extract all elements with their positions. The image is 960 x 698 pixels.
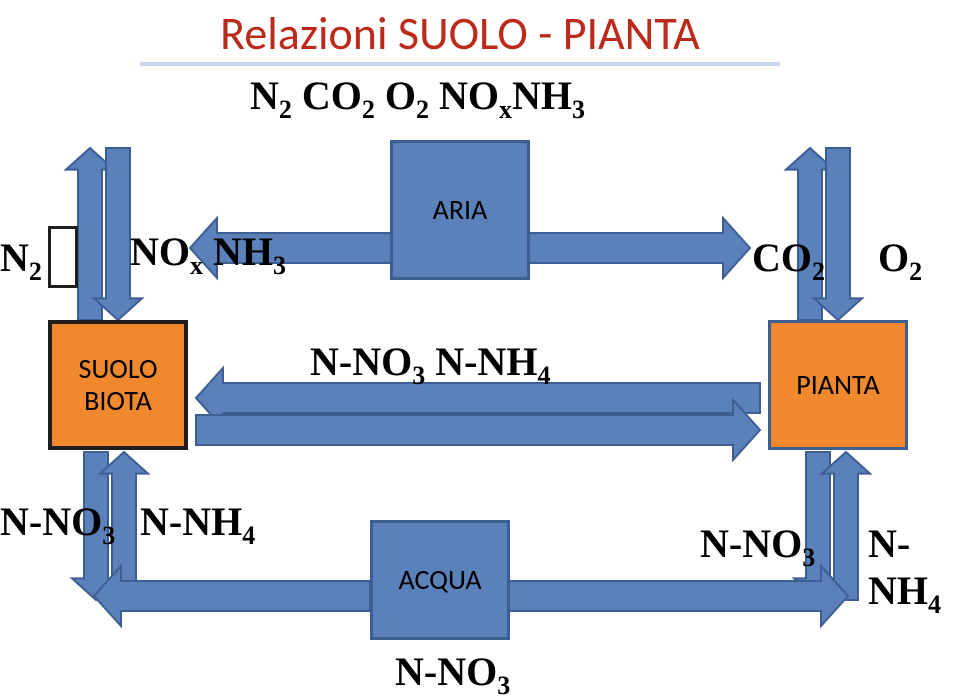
label-nox_nh3: NOx NH3 — [130, 228, 286, 275]
diagram-stage: Relazioni SUOLO - PIANTAARIASUOLO BIOTAP… — [0, 0, 960, 698]
label-nno3_right: N-NO3 — [700, 520, 815, 567]
label-nno3_nnh4_mid: N-NO3 N-NH4 — [310, 338, 550, 385]
box-aria: ARIA — [390, 140, 530, 280]
box-acqua: ACQUA — [370, 520, 510, 640]
formula-top: N2 CO2 O2 NOxNH3 — [250, 72, 585, 119]
label-co2: CO2 — [752, 234, 825, 281]
label-n2_left: N2 — [0, 234, 42, 281]
box-pianta: PIANTA — [768, 320, 908, 450]
label-nnh4_left: N-NH4 — [140, 498, 255, 545]
label-nno3_bot: N-NO3 — [395, 648, 510, 695]
box-n2_small — [48, 226, 78, 288]
box-suolo_biota: SUOLO BIOTA — [48, 320, 188, 450]
label-o2: O2 — [878, 234, 922, 281]
label-nnh4_right: N-NH4 — [868, 520, 960, 614]
label-nno3_left: N-NO3 — [0, 498, 115, 545]
